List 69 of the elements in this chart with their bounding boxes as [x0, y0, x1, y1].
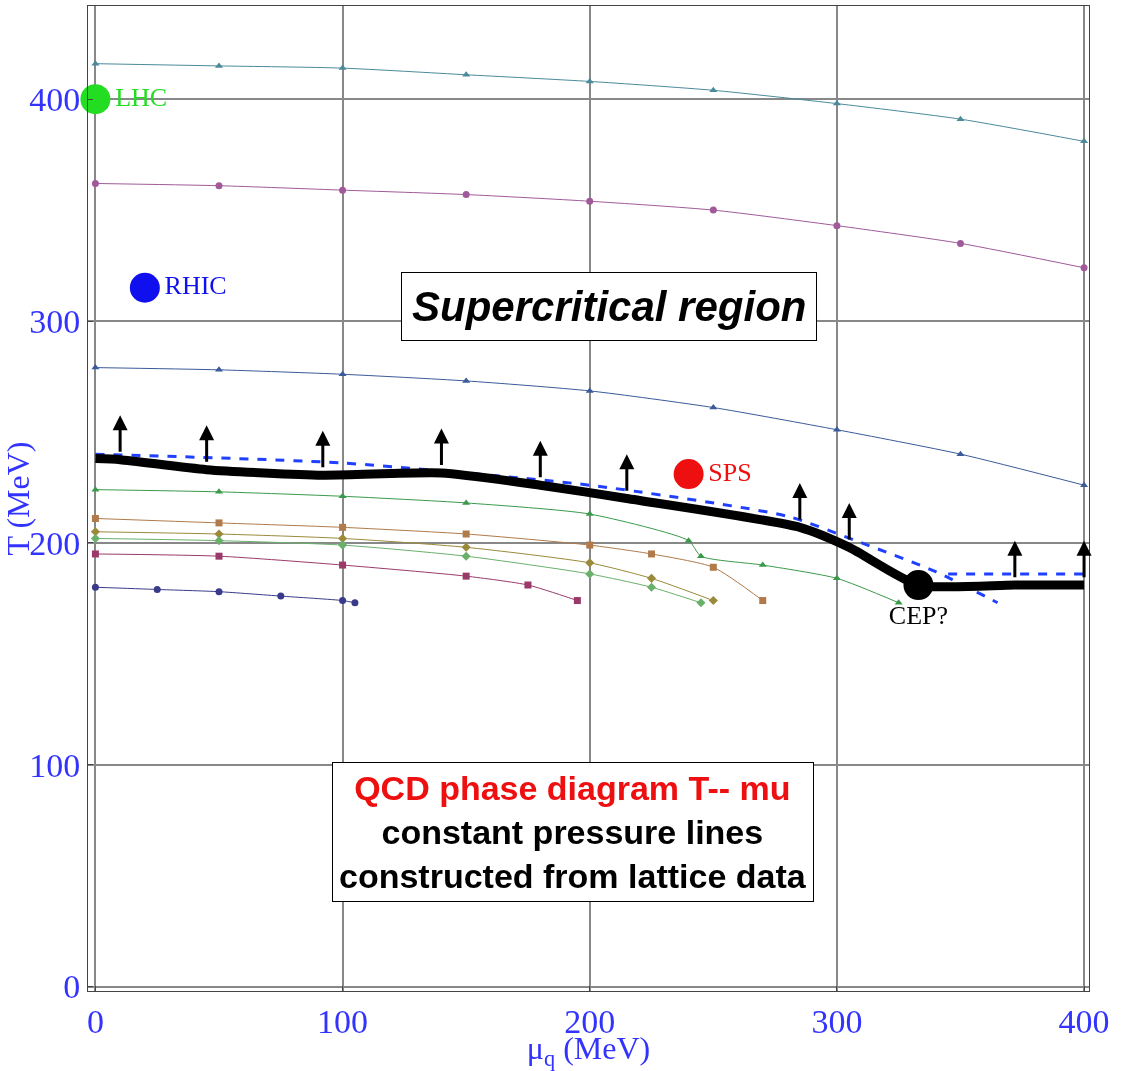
point — [648, 550, 656, 558]
point — [338, 492, 347, 499]
annotation: constant pressure lines — [381, 813, 764, 852]
point — [759, 597, 767, 605]
series-label: CEP? — [888, 601, 949, 631]
y-tick-label: 100 — [29, 746, 81, 784]
x-tick-label: 400 — [1058, 1002, 1110, 1040]
point — [91, 550, 99, 558]
point — [586, 541, 594, 549]
point — [1080, 264, 1088, 272]
point — [709, 563, 717, 571]
point — [462, 191, 470, 199]
point — [646, 582, 657, 592]
x-tick-label: 100 — [317, 1002, 369, 1040]
point — [646, 573, 657, 583]
point — [215, 552, 223, 560]
y-tick-label: 0 — [63, 968, 81, 1006]
point — [709, 86, 718, 93]
point — [214, 536, 224, 546]
point — [1080, 137, 1089, 144]
series-label: LHC — [115, 82, 168, 112]
point — [80, 84, 111, 115]
point — [461, 542, 471, 552]
point — [339, 523, 347, 531]
point — [215, 588, 223, 596]
point — [461, 551, 471, 561]
point — [903, 570, 934, 601]
point — [585, 569, 595, 579]
x-tick-label: 0 — [86, 1002, 104, 1040]
annotation: constructed from lattice data — [339, 857, 807, 896]
point — [215, 182, 223, 190]
point — [709, 206, 717, 214]
point — [832, 574, 841, 581]
point — [214, 529, 224, 539]
point — [708, 596, 718, 606]
point — [351, 599, 359, 607]
point — [585, 558, 595, 568]
point — [277, 592, 285, 600]
point — [696, 598, 706, 608]
point — [153, 585, 161, 593]
point — [339, 561, 347, 569]
point — [573, 597, 581, 605]
point — [833, 222, 841, 230]
y-tick-label: 300 — [29, 302, 81, 340]
point — [129, 272, 160, 303]
point — [524, 581, 532, 589]
series-label: RHIC — [164, 271, 227, 301]
point — [90, 527, 100, 537]
point — [91, 583, 99, 591]
point — [673, 459, 704, 490]
point — [586, 197, 594, 205]
point — [338, 370, 347, 377]
point — [91, 179, 99, 187]
x-tick-label: 300 — [811, 1002, 863, 1040]
y-tick-label: 400 — [29, 81, 81, 119]
annotation: Supercritical region — [412, 283, 807, 330]
annotation: QCD phase diagram T-- mu — [354, 769, 791, 807]
point — [215, 519, 223, 527]
point — [339, 597, 347, 605]
point — [956, 239, 964, 247]
point — [91, 514, 99, 522]
point — [339, 186, 347, 194]
series-label: SPS — [708, 457, 752, 487]
point — [585, 77, 594, 84]
point — [462, 530, 470, 538]
point — [90, 533, 100, 543]
point — [462, 572, 470, 580]
point — [338, 533, 348, 543]
point — [338, 540, 348, 550]
